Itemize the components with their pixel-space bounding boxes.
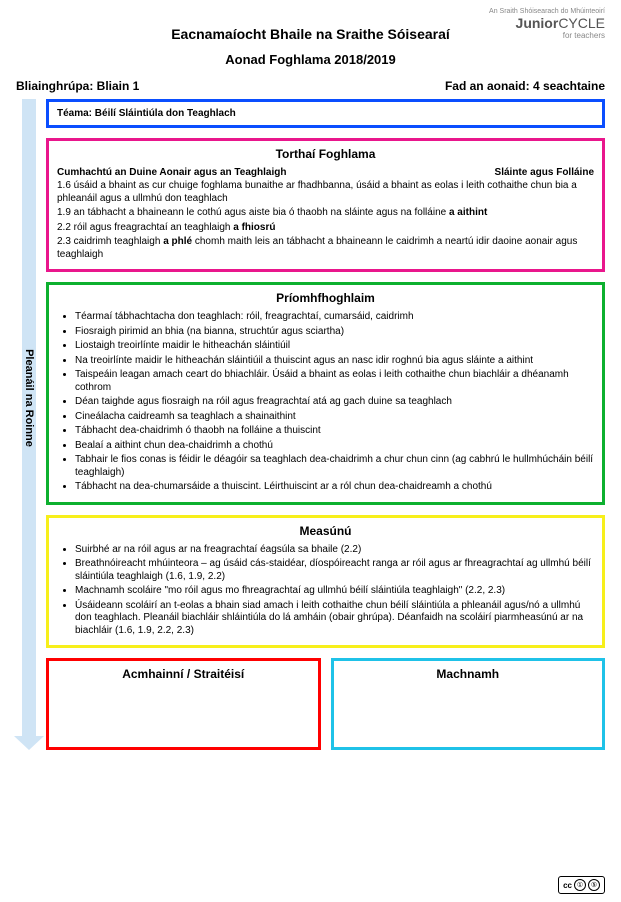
outcomes-head-right: Sláinte agus Folláine xyxy=(495,167,594,178)
learning-item: Na treoirlínte maidir le hitheachán slái… xyxy=(75,355,594,368)
learning-item: Liostaigh treoirlínte maidir le hitheach… xyxy=(75,340,594,353)
logo-main: JuniorCYCLE xyxy=(489,15,605,31)
outcomes-headings: Cumhachtú an Duine Aonair agus an Teaghl… xyxy=(57,167,594,178)
cc-badge: cc ① ⑤ xyxy=(558,876,605,894)
assessment-item: Machnamh scoláire "mo róil agus mo fhrea… xyxy=(75,585,594,598)
outcomes-box: Torthaí Foghlama Cumhachtú an Duine Aona… xyxy=(46,138,605,272)
theme-box: Téama: Béilí Sláintiúla don Teaghlach xyxy=(46,99,605,128)
resources-title: Acmhainní / Straitéisí xyxy=(57,667,310,681)
learning-item: Bealaí a aithint chun dea-chaidrimh a ch… xyxy=(75,440,594,453)
outcomes-lines: 1.6 úsáid a bhaint as cur chuige foghlam… xyxy=(57,180,594,261)
resources-box: Acmhainní / Straitéisí xyxy=(46,658,321,750)
boxes-column: Téama: Béilí Sláintiúla don Teaghlach To… xyxy=(42,99,605,750)
info-row: Bliainghrúpa: Bliain 1 Fad an aonaid: 4 … xyxy=(16,79,605,93)
outcomes-head-left: Cumhachtú an Duine Aonair agus an Teaghl… xyxy=(57,167,286,178)
content-area: Pleanáil na Roinne Téama: Béilí Sláintiú… xyxy=(16,99,605,750)
theme-label: Téama: Béilí Sláintiúla don Teaghlach xyxy=(57,108,236,119)
cc-nc-icon: ⑤ xyxy=(588,879,600,891)
unit-duration: Fad an aonaid: 4 seachtaine xyxy=(445,79,605,93)
learning-item: Taispeáin leagan amach ceart do bhiachlá… xyxy=(75,369,594,394)
logo-sub: for teachers xyxy=(489,31,605,40)
logo-tagline: An Sraith Shóisearach do Mhúinteoirí xyxy=(489,8,605,15)
assessment-item: Úsáideann scoláirí an t-eolas a bhain si… xyxy=(75,600,594,638)
outcome-line: 1.9 an tábhacht a bhaineann le cothú agu… xyxy=(57,207,594,220)
reflection-title: Machnamh xyxy=(342,667,595,681)
learning-item: Tábhacht na dea-chumarsáide a thuiscint.… xyxy=(75,481,594,494)
learning-item: Cineálacha caidreamh sa teaghlach a shai… xyxy=(75,411,594,424)
assessment-item: Breathnóireacht mhúinteora – ag úsáid cá… xyxy=(75,558,594,583)
bottom-row: Acmhainní / Straitéisí Machnamh xyxy=(46,658,605,750)
reflection-box: Machnamh xyxy=(331,658,606,750)
learning-item: Téarmaí tábhachtacha don teaghlach: róil… xyxy=(75,311,594,324)
outcome-line: 1.6 úsáid a bhaint as cur chuige foghlam… xyxy=(57,180,594,205)
logo-area: An Sraith Shóisearach do Mhúinteoirí Jun… xyxy=(489,8,605,40)
assessment-list: Suirbhé ar na róil agus ar na freagracht… xyxy=(57,544,594,638)
outcomes-title: Torthaí Foghlama xyxy=(57,147,594,161)
assessment-item: Suirbhé ar na róil agus ar na freagracht… xyxy=(75,544,594,557)
cc-label: cc xyxy=(563,881,572,890)
learning-item: Fiosraigh pirimid an bhia (na bianna, st… xyxy=(75,326,594,339)
assessment-title: Measúnú xyxy=(57,524,594,538)
page-subtitle: Aonad Foghlama 2018/2019 xyxy=(16,52,605,67)
learning-item: Tábhacht dea-chaidrimh ó thaobh na follá… xyxy=(75,425,594,438)
learning-list: Téarmaí tábhachtacha don teaghlach: róil… xyxy=(57,311,594,494)
arrow-label: Pleanáil na Roinne xyxy=(23,350,35,448)
learning-item: Tabhair le fios conas is féidir le déagó… xyxy=(75,454,594,479)
learning-box: Príomhfhoghlaim Téarmaí tábhachtacha don… xyxy=(46,282,605,505)
year-group: Bliainghrúpa: Bliain 1 xyxy=(16,79,139,93)
outcome-line: 2.2 róil agus freagrachtaí an teaghlaigh… xyxy=(57,222,594,235)
learning-item: Déan taighde agus fiosraigh na róil agus… xyxy=(75,396,594,409)
arrow-head-icon xyxy=(14,736,44,750)
outcome-line: 2.3 caidrimh teaghlaigh a phlé chomh mai… xyxy=(57,236,594,261)
arrow-column: Pleanáil na Roinne xyxy=(16,99,42,750)
assessment-box: Measúnú Suirbhé ar na róil agus ar na fr… xyxy=(46,515,605,649)
learning-title: Príomhfhoghlaim xyxy=(57,291,594,305)
cc-by-icon: ① xyxy=(574,879,586,891)
